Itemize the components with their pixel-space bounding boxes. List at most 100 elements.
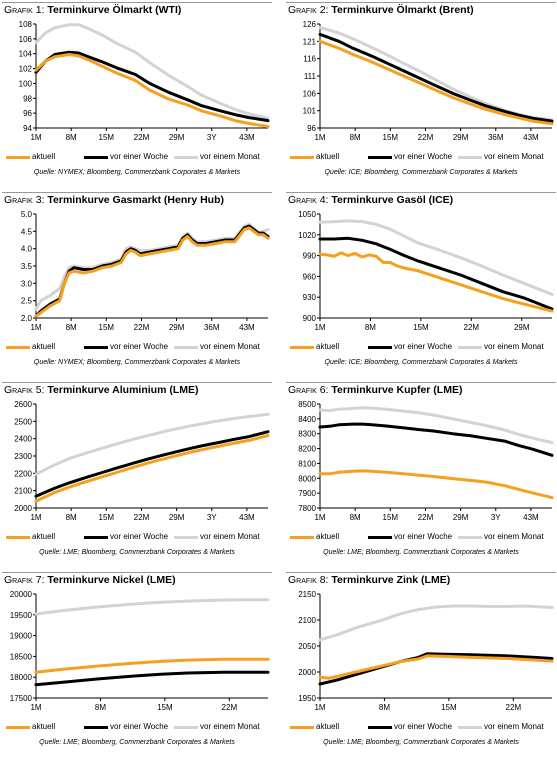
chart-title-number: 3: bbox=[35, 194, 45, 206]
legend-label: vor einem Monat bbox=[200, 722, 260, 731]
line-chart: 2.0 2.5 3.0 3.5 4.0 4.5 5.0 1M 8M 15M 22M 29M 36M 43M bbox=[21, 210, 270, 332]
legend-label: vor einer Woche bbox=[394, 152, 453, 161]
chart-title-number: 8: bbox=[319, 574, 329, 586]
chart-title-prefix: Grafik bbox=[4, 4, 33, 16]
series-line-monat bbox=[318, 219, 554, 296]
chart-panel-nickel: Grafik 7: Terminkurve Nickel (LME) 17500 1… bbox=[2, 572, 272, 756]
x-tick-label: 36M bbox=[488, 133, 504, 142]
x-tick-label: 29M bbox=[169, 323, 185, 332]
legend-swatch bbox=[84, 156, 108, 159]
legend-label: vor einem Monat bbox=[200, 532, 260, 541]
y-tick-label: 2050 bbox=[298, 642, 316, 651]
chart-panel-wti: Grafik 1: Terminkurve Ölmarkt (WTI) 94 96 9… bbox=[2, 2, 272, 186]
x-tick-label: 15M bbox=[413, 323, 429, 332]
panel-divider bbox=[286, 382, 556, 383]
chart-title-name: Terminkurve Gasöl (ICE) bbox=[331, 194, 454, 206]
y-tick-label: 960 bbox=[303, 272, 317, 281]
legend-label: aktuell bbox=[316, 532, 340, 541]
chart-panel-gasoel: Grafik 4: Terminkurve Gasöl (ICE) 900 930 9… bbox=[286, 192, 556, 376]
y-tick-label: 4.0 bbox=[21, 245, 33, 254]
y-tick-label: 19000 bbox=[10, 632, 33, 641]
legend-swatch bbox=[174, 536, 198, 539]
y-tick-label: 2.5 bbox=[21, 297, 33, 306]
chart-title-prefix: Grafik bbox=[288, 384, 317, 396]
x-tick-label: 1M bbox=[314, 513, 325, 522]
x-tick-label: 8M bbox=[379, 703, 390, 712]
series-line-aktuell bbox=[318, 251, 554, 313]
y-tick-label: 116 bbox=[303, 55, 316, 64]
y-tick-label: 2000 bbox=[298, 668, 316, 677]
x-tick-label: 15M bbox=[441, 703, 457, 712]
legend-label: vor einer Woche bbox=[394, 532, 453, 541]
legend-swatch bbox=[290, 346, 314, 349]
chart-title-prefix: Grafik bbox=[288, 194, 317, 206]
y-tick-label: 4.5 bbox=[21, 227, 33, 236]
x-tick-label: 22M bbox=[418, 513, 434, 522]
chart-title-name: Terminkurve Kupfer (LME) bbox=[331, 384, 463, 396]
y-tick-label: 2300 bbox=[14, 452, 32, 461]
legend-label: aktuell bbox=[32, 532, 56, 541]
chart-source: Quelle: LME; Bloomberg, Commerzbank Corp… bbox=[39, 549, 235, 556]
legend-label: aktuell bbox=[316, 152, 340, 161]
legend-swatch bbox=[458, 156, 482, 159]
chart-source: Quelle: NYMEX; Bloomberg, Commerzbank Co… bbox=[33, 169, 241, 176]
chart-title: Grafik 6: Terminkurve Kupfer (LME) bbox=[288, 384, 462, 396]
y-tick-label: 2400 bbox=[14, 435, 32, 444]
chart-panel-aluminium: Grafik 5: Terminkurve Aluminium (LME) 200… bbox=[2, 382, 272, 566]
series-line-aktuell bbox=[34, 226, 270, 318]
x-tick-label: 15M bbox=[383, 133, 399, 142]
chart-title-name: Terminkurve Gasmarkt (Henry Hub) bbox=[47, 194, 224, 206]
legend-swatch bbox=[290, 156, 314, 159]
legend-swatch bbox=[174, 156, 198, 159]
y-tick-label: 18500 bbox=[10, 652, 33, 661]
y-tick-label: 19500 bbox=[10, 611, 33, 620]
series-line-woche bbox=[318, 422, 554, 457]
chart-title-number: 4: bbox=[319, 194, 329, 206]
panel-divider bbox=[2, 382, 272, 383]
y-tick-label: 1020 bbox=[298, 231, 316, 240]
x-tick-label: 43M bbox=[239, 133, 255, 142]
y-tick-label: 2.0 bbox=[21, 314, 33, 323]
y-tick-label: 8000 bbox=[298, 474, 316, 483]
y-tick-label: 94 bbox=[23, 124, 32, 133]
x-tick-label: 22M bbox=[506, 703, 522, 712]
x-tick-label: 15M bbox=[99, 323, 115, 332]
x-tick-label: 22M bbox=[134, 323, 150, 332]
series-line-woche bbox=[34, 50, 270, 123]
legend-label: aktuell bbox=[32, 722, 56, 731]
chart-title-prefix: Grafik bbox=[288, 4, 317, 16]
x-tick-label: 8M bbox=[350, 513, 361, 522]
y-tick-label: 1050 bbox=[298, 210, 316, 219]
series-line-woche bbox=[34, 670, 270, 687]
x-tick-label: 1M bbox=[30, 133, 41, 142]
y-tick-label: 8400 bbox=[298, 415, 316, 424]
chart-panel-henry-hub: Grafik 3: Terminkurve Gasmarkt (Henry Hu… bbox=[2, 192, 272, 376]
y-tick-label: 990 bbox=[303, 252, 317, 261]
y-tick-label: 2500 bbox=[14, 417, 32, 426]
chart-title: Grafik 5: Terminkurve Aluminium (LME) bbox=[4, 384, 199, 396]
chart-title-name: Terminkurve Ölmarkt (WTI) bbox=[47, 4, 182, 16]
legend-label: vor einem Monat bbox=[484, 532, 544, 541]
chart-title: Grafik 7: Terminkurve Nickel (LME) bbox=[4, 574, 176, 586]
series-line-monat bbox=[318, 604, 554, 642]
y-tick-label: 2100 bbox=[14, 487, 32, 496]
legend-swatch bbox=[6, 726, 30, 729]
chart-title-number: 5: bbox=[35, 384, 45, 396]
series-line-monat bbox=[318, 26, 554, 122]
legend-swatch bbox=[368, 156, 392, 159]
x-tick-label: 43M bbox=[523, 513, 539, 522]
series-line-woche bbox=[318, 32, 554, 123]
x-tick-label: 1M bbox=[30, 703, 41, 712]
legend-swatch bbox=[84, 536, 108, 539]
x-tick-label: 3Y bbox=[491, 513, 501, 522]
chart-title-number: 7: bbox=[35, 574, 45, 586]
series-line-aktuell bbox=[318, 654, 554, 680]
x-tick-label: 15M bbox=[157, 703, 173, 712]
series-line-monat bbox=[34, 412, 270, 476]
y-tick-label: 111 bbox=[304, 72, 317, 81]
chart-title-name: Terminkurve Aluminium (LME) bbox=[47, 384, 199, 396]
x-tick-label: 1M bbox=[314, 133, 325, 142]
y-tick-label: 2100 bbox=[298, 616, 316, 625]
legend-label: vor einer Woche bbox=[394, 342, 453, 351]
y-tick-label: 8300 bbox=[298, 430, 316, 439]
